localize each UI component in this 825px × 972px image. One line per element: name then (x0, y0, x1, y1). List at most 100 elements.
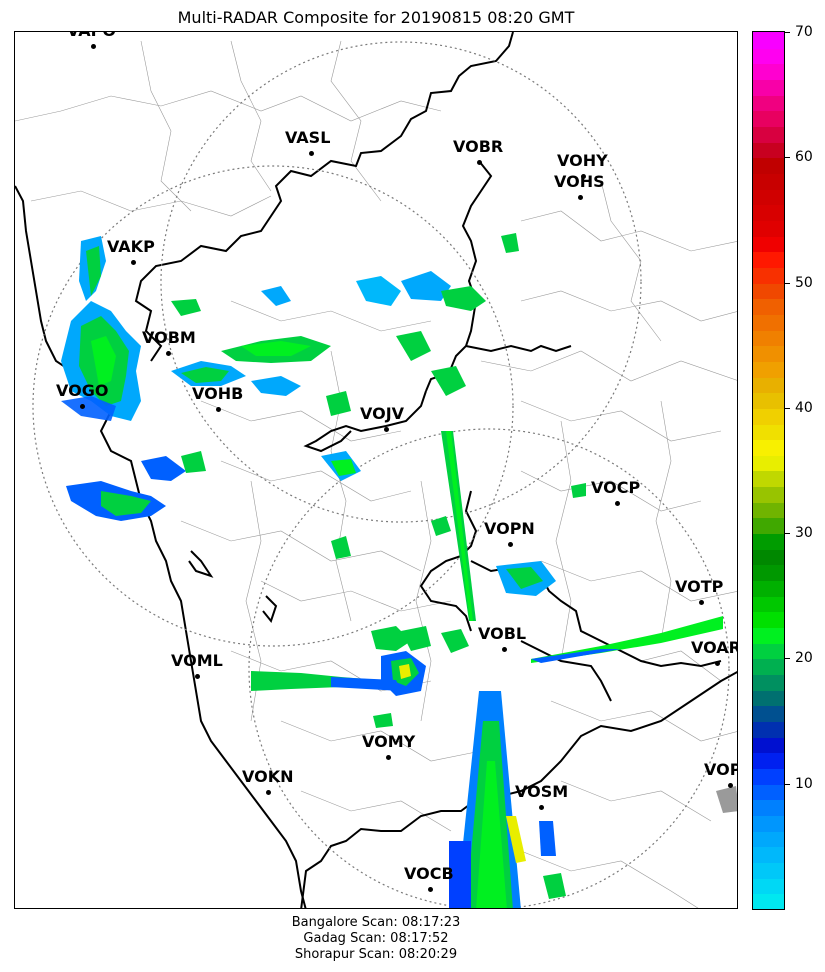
station-marker-vobm (166, 351, 171, 356)
colorbar-segment (753, 689, 784, 707)
colorbar-segment (753, 78, 784, 96)
colorbar-segment (753, 736, 784, 754)
colorbar-segment (753, 501, 784, 519)
station-marker-vakp (131, 260, 136, 265)
colorbar-segment (753, 721, 784, 738)
colorbar-segment (753, 360, 784, 378)
colorbar-segment (753, 548, 784, 566)
colorbar-tick (785, 32, 790, 33)
colorbar-segment (753, 642, 784, 660)
colorbar-segment (753, 298, 784, 315)
colorbar-tick-label: 60 (795, 149, 813, 166)
radar-echoes (61, 233, 737, 908)
colorbar-segment (753, 705, 784, 723)
colorbar-tick (785, 282, 790, 284)
colorbar-segment (753, 580, 784, 597)
colorbar-segment (753, 141, 784, 159)
station-marker-vopc (728, 783, 733, 788)
station-label-vokn: VOKN (242, 767, 294, 786)
colorbar-segment (753, 533, 784, 550)
colorbar-segment (753, 251, 784, 268)
station-marker-vomy (386, 755, 391, 760)
radar-range-rings (32, 41, 730, 908)
colorbar-tick-label: 30 (795, 525, 813, 542)
station-marker-vosm (539, 805, 544, 810)
colorbar-segment (753, 674, 784, 691)
colorbar-segment (753, 768, 784, 785)
colorbar-tick (785, 783, 790, 785)
station-label-votp: VOTP (675, 577, 724, 596)
station-marker-voar (715, 661, 720, 666)
bangalore-scan-time: Bangalore Scan: 08:17:23 (291, 915, 461, 930)
colorbar-segment (753, 627, 784, 644)
station-marker-vocp (615, 501, 620, 506)
radar-map: VAPO VASL VOBR VOHY VOHS VAKP VOBM VOGO VOHB VOJV… (14, 31, 738, 909)
map-canvas (15, 32, 737, 908)
state-boundaries (15, 32, 737, 908)
gadag-scan-time: Gadag Scan: 08:17:52 (303, 931, 449, 946)
colorbar-segment (753, 392, 784, 409)
colorbar-tick-label: 70 (795, 24, 813, 40)
station-label-voar: VOAR (691, 638, 738, 657)
station-marker-vojv (384, 427, 389, 432)
station-label-vosm: VOSM (515, 782, 569, 801)
colorbar-segment (753, 423, 784, 441)
colorbar-segment (753, 486, 784, 503)
colorbar-tick (785, 533, 790, 535)
station-marker-vobr (477, 160, 482, 165)
colorbar-tick-label: 20 (795, 650, 813, 667)
station-marker-vohs (578, 195, 583, 200)
station-label-vobm: VOBM (142, 328, 196, 347)
colorbar-segment (753, 63, 784, 80)
station-marker-vopn (508, 542, 513, 547)
station-label-vasl: VASL (285, 128, 331, 147)
colorbar-segment (753, 32, 784, 49)
station-label-vopn: VOPN (484, 519, 535, 538)
station-label-vocp: VOCP (591, 478, 641, 497)
station-label-vomy: VOMY (362, 732, 416, 751)
station-marker-voml (195, 674, 200, 679)
colorbar-segment (753, 125, 784, 143)
colorbar-segment (753, 595, 784, 613)
colorbar-segment (753, 407, 784, 425)
colorbar-segment (753, 345, 784, 362)
station-marker-vohy (581, 174, 586, 179)
colorbar-segment (753, 188, 784, 206)
station-marker-vobl (502, 647, 507, 652)
station-label-vohs: VOHS (554, 172, 605, 191)
station-label-vobl: VOBL (478, 624, 527, 643)
map-title: Multi-RADAR Composite for 20190815 08:20… (177, 8, 575, 27)
colorbar-tick (785, 658, 790, 660)
colorbar-segment (753, 94, 784, 112)
station-label-vogo: VOGO (56, 381, 109, 400)
colorbar-segment (753, 47, 784, 65)
station-marker-vasl (309, 151, 314, 156)
colorbar-segment (753, 266, 784, 284)
colorbar-segment (753, 204, 784, 221)
colorbar-segment (753, 282, 784, 300)
colorbar-tick (785, 407, 790, 409)
station-marker-vapo (91, 44, 96, 49)
colorbar-segment (753, 815, 784, 832)
colorbar-segment (753, 799, 784, 817)
colorbar-tick-label: 10 (795, 775, 813, 792)
station-label-vojv: VOJV (360, 404, 405, 423)
colorbar-segment (753, 611, 784, 629)
station-label-vapo: VAPO (67, 32, 116, 40)
station-marker-votp (699, 600, 704, 605)
station-marker-vocb (428, 887, 433, 892)
station-marker-vogo (80, 404, 85, 409)
colorbar-segment (753, 830, 784, 848)
colorbar-segment (753, 846, 784, 863)
reflectivity-colorbar (752, 31, 785, 910)
station-label-vobr: VOBR (453, 137, 504, 156)
colorbar-segment (753, 172, 784, 190)
colorbar-segment (753, 235, 784, 253)
colorbar-segment (753, 564, 784, 582)
colorbar-segment (753, 110, 784, 127)
colorbar-segment (753, 157, 784, 174)
colorbar-tick-label: 50 (795, 274, 813, 291)
colorbar-tick (785, 157, 790, 159)
colorbar-segment (753, 329, 784, 347)
colorbar-segment (753, 439, 784, 456)
